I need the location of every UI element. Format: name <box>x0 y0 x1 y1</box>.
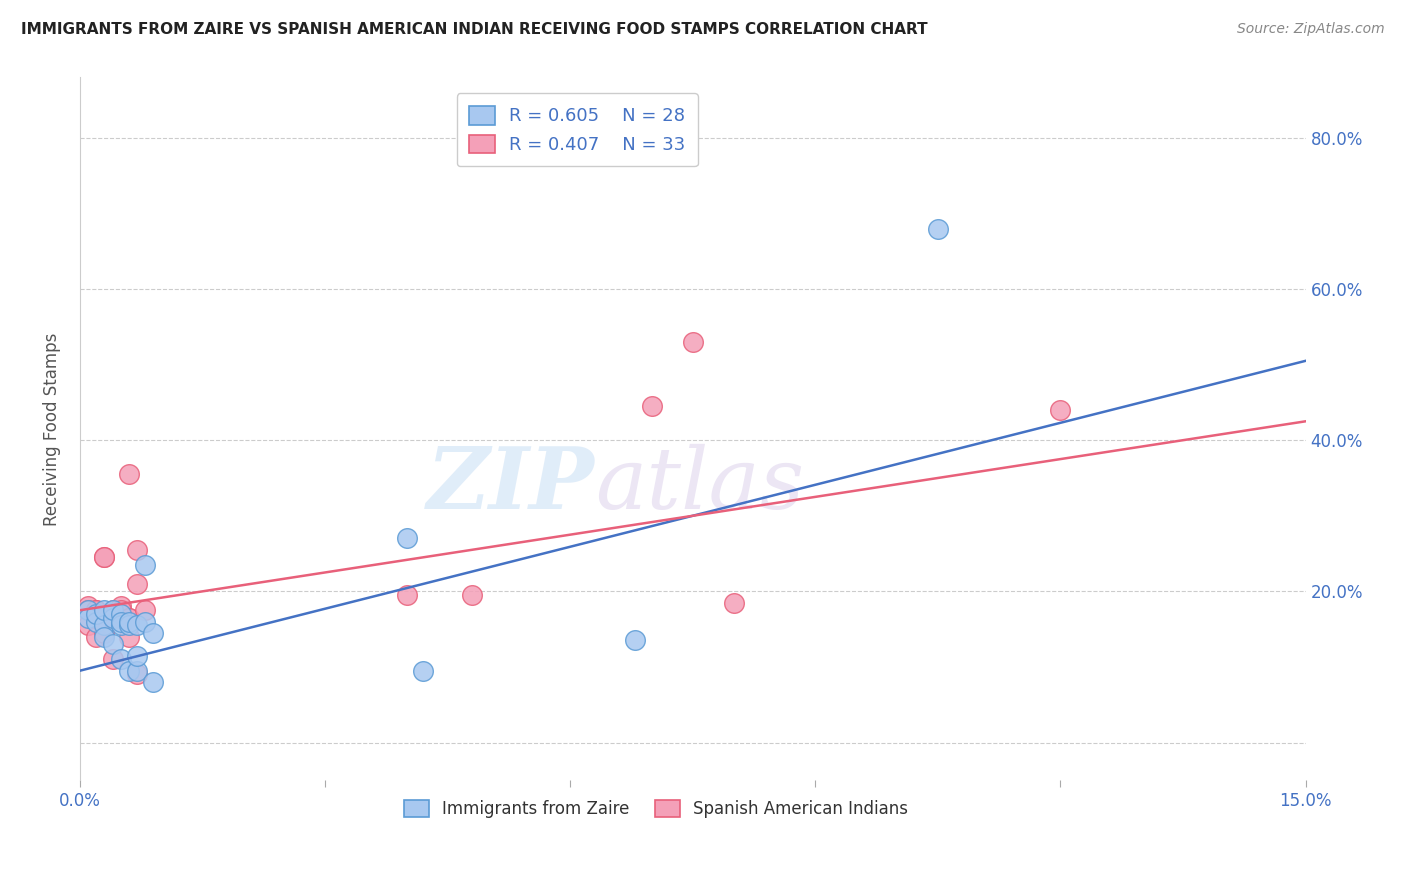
Point <box>624 633 647 648</box>
Point <box>77 599 100 614</box>
Text: ZIP: ZIP <box>427 443 595 527</box>
Point <box>118 630 141 644</box>
Text: IMMIGRANTS FROM ZAIRE VS SPANISH AMERICAN INDIAN RECEIVING FOOD STAMPS CORRELATI: IMMIGRANTS FROM ZAIRE VS SPANISH AMERICA… <box>21 22 928 37</box>
Y-axis label: Receiving Food Stamps: Receiving Food Stamps <box>44 332 60 525</box>
Legend: Immigrants from Zaire, Spanish American Indians: Immigrants from Zaire, Spanish American … <box>398 793 915 825</box>
Point <box>77 611 100 625</box>
Point <box>84 603 107 617</box>
Point <box>93 611 115 625</box>
Point <box>118 611 141 625</box>
Point <box>84 611 107 625</box>
Point <box>110 615 132 629</box>
Point <box>395 588 418 602</box>
Point <box>125 648 148 663</box>
Point <box>77 618 100 632</box>
Point <box>110 618 132 632</box>
Point <box>110 603 132 617</box>
Point <box>93 626 115 640</box>
Point <box>110 652 132 666</box>
Point <box>142 675 165 690</box>
Point <box>125 576 148 591</box>
Point <box>927 221 949 235</box>
Point <box>641 399 664 413</box>
Point <box>101 611 124 625</box>
Point <box>93 618 115 632</box>
Point <box>93 603 115 617</box>
Point <box>93 550 115 565</box>
Point <box>101 611 124 625</box>
Point <box>101 637 124 651</box>
Point <box>101 603 124 617</box>
Point <box>134 615 156 629</box>
Point <box>118 618 141 632</box>
Point <box>1049 403 1071 417</box>
Point <box>134 558 156 572</box>
Point <box>101 611 124 625</box>
Point <box>682 334 704 349</box>
Point <box>77 603 100 617</box>
Point <box>118 664 141 678</box>
Point <box>110 607 132 621</box>
Point <box>84 615 107 629</box>
Point <box>110 599 132 614</box>
Point <box>110 611 132 625</box>
Point <box>118 615 141 629</box>
Point <box>101 603 124 617</box>
Point <box>125 667 148 681</box>
Point <box>118 611 141 625</box>
Point <box>84 607 107 621</box>
Point <box>125 542 148 557</box>
Point <box>77 603 100 617</box>
Point <box>84 630 107 644</box>
Point <box>84 603 107 617</box>
Point <box>723 596 745 610</box>
Point <box>125 618 148 632</box>
Point <box>93 618 115 632</box>
Text: Source: ZipAtlas.com: Source: ZipAtlas.com <box>1237 22 1385 37</box>
Point <box>93 630 115 644</box>
Point <box>125 664 148 678</box>
Point <box>93 550 115 565</box>
Text: atlas: atlas <box>595 443 804 526</box>
Point <box>395 532 418 546</box>
Point <box>461 588 484 602</box>
Point <box>412 664 434 678</box>
Point <box>118 467 141 482</box>
Point <box>101 652 124 666</box>
Point <box>142 626 165 640</box>
Point <box>134 603 156 617</box>
